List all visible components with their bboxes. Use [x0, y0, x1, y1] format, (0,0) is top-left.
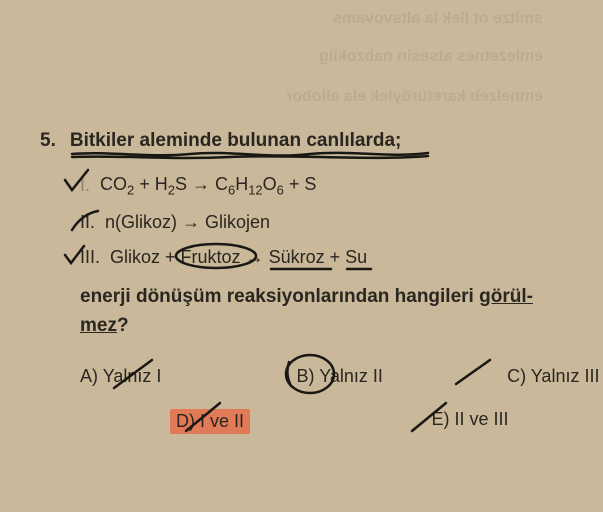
option-e-label: II ve III: [454, 409, 508, 429]
underline-icon: [269, 266, 333, 272]
faint-bg-line-2: emlezetnes atsesin nabzokilg: [319, 48, 543, 66]
question-header: 5. Bitkiler aleminde bulunan canlılarda;: [40, 130, 580, 152]
statement-3: III. Glikoz + Fruktoz → Sükroz + Su: [80, 247, 580, 268]
option-c-label: Yalnız III: [531, 366, 600, 386]
faint-bg-line-3: emnelzeb karetüröylek ela allobor: [286, 88, 543, 106]
option-c[interactable]: C) Yalnız III: [426, 362, 599, 391]
statement-2: II. n(Glikoz) → Glikojen: [80, 212, 580, 233]
statement-1-formula: CO2 + H2S → C6H12O6 + S: [100, 174, 316, 198]
question-block: 5. Bitkiler aleminde bulunan canlılarda;…: [40, 130, 580, 438]
option-e[interactable]: E) II ve III: [340, 405, 600, 438]
statement-2-formula: n(Glikoz) → Glikojen: [105, 212, 270, 233]
roman-2: II.: [80, 212, 95, 233]
option-d-label: I ve II: [200, 411, 244, 431]
options: A) Yalnız I B) Yalnız II C) Yalnız III: [80, 362, 600, 438]
statement-3-formula: Glikoz + Fruktoz → Sükroz + Su: [110, 247, 367, 268]
question-number: 5.: [40, 130, 56, 152]
option-b[interactable]: B) Yalnız II: [253, 362, 426, 391]
option-d-highlight: D) I ve II: [170, 409, 250, 434]
question-prompt: enerji dönüşüm reaksiyonlarından hangile…: [80, 282, 580, 341]
slash-icon: [450, 358, 500, 388]
oval-icon: [173, 241, 259, 271]
prompt-mez: mez: [80, 315, 117, 336]
roman-3: III.: [80, 247, 100, 268]
statements: I. CO2 + H2S → C6H12O6 + S II. n(Glikoz)…: [80, 174, 580, 268]
slash-icon: [406, 401, 456, 435]
option-a-label: Yalnız I: [103, 366, 162, 386]
option-b-label: Yalnız II: [319, 366, 383, 386]
question-title: Bitkiler aleminde bulunan canlılarda;: [70, 130, 402, 152]
title-underline-scribble: [70, 150, 430, 158]
option-d[interactable]: D) I ve II: [80, 405, 340, 438]
prompt-qmark: ?: [117, 315, 129, 336]
prompt-pre: enerji dönüşüm reaksiyonlarından hangile…: [80, 286, 479, 307]
option-a[interactable]: A) Yalnız I: [80, 362, 253, 391]
prompt-gorul: görül-: [479, 286, 533, 307]
statement-1: I. CO2 + H2S → C6H12O6 + S: [80, 174, 580, 198]
underline-icon: [345, 266, 373, 272]
question-title-text: Bitkiler aleminde bulunan canlılarda;: [70, 130, 402, 151]
roman-2-text: II.: [80, 212, 95, 232]
roman-1: I.: [80, 175, 90, 196]
faint-bg-line-1: smltze ot llek la altsvovams: [333, 10, 543, 28]
